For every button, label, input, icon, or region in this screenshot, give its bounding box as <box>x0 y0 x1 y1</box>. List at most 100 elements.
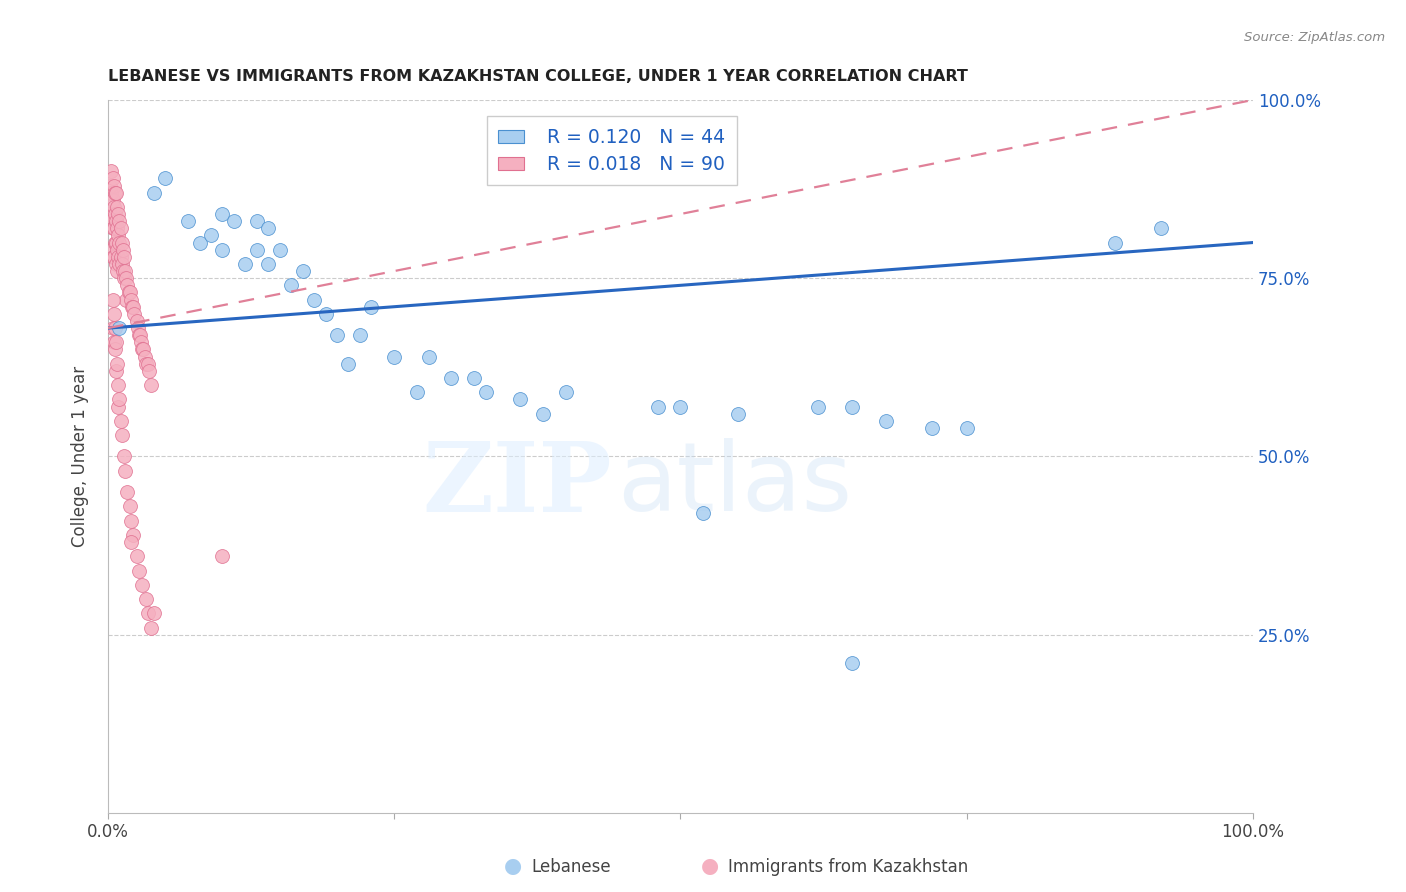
Point <box>107 207 129 221</box>
Point <box>155 171 177 186</box>
Point <box>110 221 132 235</box>
Point <box>128 328 150 343</box>
Point <box>105 200 128 214</box>
Point <box>117 485 139 500</box>
Point <box>120 535 142 549</box>
Point <box>105 214 128 228</box>
Point <box>105 235 128 250</box>
Point <box>105 186 128 200</box>
Point <box>222 214 245 228</box>
Point <box>555 385 578 400</box>
Point <box>956 421 979 435</box>
Point <box>105 364 128 378</box>
Point <box>112 250 135 264</box>
Point <box>115 293 138 307</box>
Point <box>105 257 128 271</box>
Point <box>440 371 463 385</box>
Point <box>141 378 163 392</box>
Point <box>111 257 134 271</box>
Point <box>382 350 405 364</box>
Point <box>211 207 233 221</box>
Point <box>111 235 134 250</box>
Text: Source: ZipAtlas.com: Source: ZipAtlas.com <box>1244 31 1385 45</box>
Point <box>105 264 128 278</box>
Point <box>108 321 131 335</box>
Point <box>876 414 898 428</box>
Point <box>509 392 531 407</box>
Point <box>211 549 233 564</box>
Point <box>841 656 863 670</box>
Point <box>120 514 142 528</box>
Text: Lebanese: Lebanese <box>531 858 612 876</box>
Point <box>118 500 141 514</box>
Point <box>108 235 131 250</box>
Point <box>107 400 129 414</box>
Point <box>135 357 157 371</box>
Point <box>101 293 124 307</box>
Point <box>120 293 142 307</box>
Point <box>136 357 159 371</box>
Point <box>112 271 135 285</box>
Point <box>134 350 156 364</box>
Point <box>111 264 134 278</box>
Point <box>117 285 139 300</box>
Point <box>103 178 125 193</box>
Y-axis label: College, Under 1 year: College, Under 1 year <box>72 366 89 547</box>
Point <box>104 343 127 357</box>
Point <box>692 507 714 521</box>
Point <box>115 271 138 285</box>
Point <box>104 186 127 200</box>
Point <box>122 528 145 542</box>
Point <box>108 257 131 271</box>
Point <box>111 428 134 442</box>
Point <box>101 250 124 264</box>
Point <box>124 307 146 321</box>
Point <box>1150 221 1173 235</box>
Point <box>138 364 160 378</box>
Point <box>107 228 129 243</box>
Point <box>326 328 349 343</box>
Point <box>108 392 131 407</box>
Point <box>200 228 222 243</box>
Point <box>132 343 155 357</box>
Point <box>107 250 129 264</box>
Point <box>101 171 124 186</box>
Point <box>136 607 159 621</box>
Point <box>280 278 302 293</box>
Point <box>360 300 382 314</box>
Point <box>108 214 131 228</box>
Point <box>100 243 122 257</box>
Point <box>103 221 125 235</box>
Point <box>110 250 132 264</box>
Point <box>531 407 554 421</box>
Point <box>142 607 165 621</box>
Point <box>104 235 127 250</box>
Point <box>105 243 128 257</box>
Point <box>112 450 135 464</box>
Point <box>406 385 429 400</box>
Text: LEBANESE VS IMMIGRANTS FROM KAZAKHSTAN COLLEGE, UNDER 1 YEAR CORRELATION CHART: LEBANESE VS IMMIGRANTS FROM KAZAKHSTAN C… <box>108 69 967 84</box>
Point <box>122 300 145 314</box>
Point <box>111 243 134 257</box>
Point <box>103 250 125 264</box>
Point <box>100 164 122 178</box>
Point <box>127 321 149 335</box>
Point <box>103 335 125 350</box>
Point <box>235 257 257 271</box>
Point <box>141 621 163 635</box>
Legend:   R = 0.120   N = 44,   R = 0.018   N = 90: R = 0.120 N = 44, R = 0.018 N = 90 <box>486 117 737 186</box>
Point <box>114 464 136 478</box>
Text: Immigrants from Kazakhstan: Immigrants from Kazakhstan <box>728 858 969 876</box>
Point <box>107 378 129 392</box>
Point <box>142 186 165 200</box>
Point <box>118 285 141 300</box>
Point <box>315 307 337 321</box>
Point <box>105 335 128 350</box>
Point <box>128 564 150 578</box>
Point <box>921 421 943 435</box>
Point <box>131 578 153 592</box>
Point <box>807 400 830 414</box>
Point <box>125 549 148 564</box>
Text: ●: ● <box>702 856 718 876</box>
Point <box>647 400 669 414</box>
